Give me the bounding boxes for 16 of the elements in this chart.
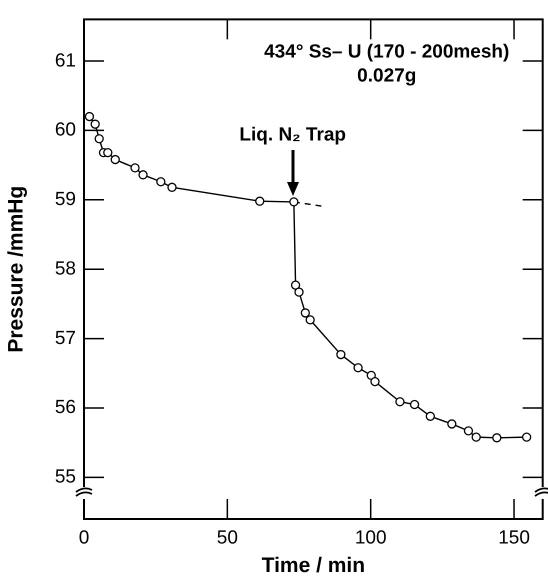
y-tick-label: 61 [54, 50, 76, 72]
y-tick-label: 56 [54, 397, 76, 418]
annotation: 434° Ss– U (170 - 200mesh) [264, 42, 510, 63]
y-tick-label: 59 [54, 189, 76, 210]
x-tick-label: 150 [498, 528, 530, 549]
x-tick-label: 100 [354, 528, 387, 549]
y-tick-label: 57 [54, 328, 76, 349]
x-tick-label: 50 [216, 528, 238, 549]
y-tick-label: 58 [54, 258, 76, 280]
annotation: Liq. N₂ Trap [239, 124, 346, 146]
x-axis-title: Time / min [262, 554, 366, 578]
y-axis-title: Pressure /mmHg [4, 186, 28, 353]
y-tick-label: 60 [54, 120, 76, 141]
annotation: 0.027g [357, 66, 416, 87]
x-tick-label: 0 [78, 528, 90, 549]
y-tick-label: 55 [54, 466, 76, 488]
